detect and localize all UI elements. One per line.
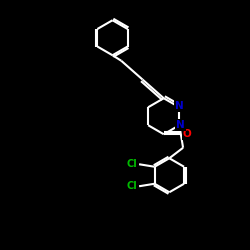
Text: O: O bbox=[182, 129, 191, 139]
Text: N: N bbox=[176, 120, 185, 130]
Text: N: N bbox=[175, 101, 184, 111]
Text: Cl: Cl bbox=[127, 159, 138, 169]
Text: Cl: Cl bbox=[127, 181, 138, 191]
